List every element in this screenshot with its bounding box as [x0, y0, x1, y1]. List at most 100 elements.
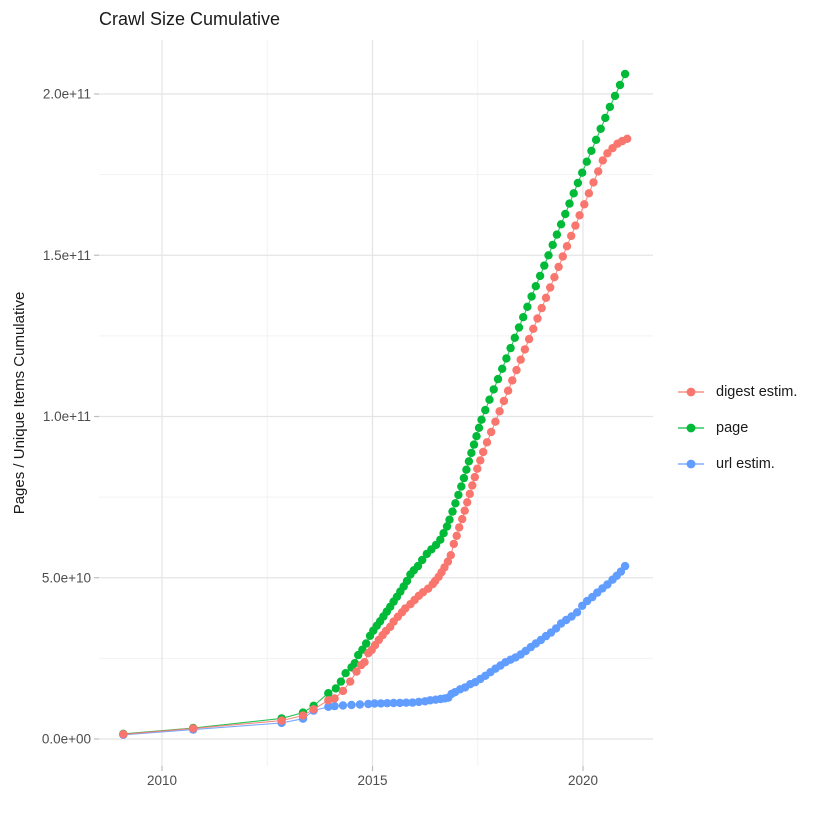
- legend-item-url: url estim.: [678, 456, 775, 472]
- data-point: [487, 427, 496, 437]
- data-point: [572, 608, 582, 617]
- data-point: [601, 113, 610, 123]
- data-point: [565, 199, 574, 208]
- data-point: [189, 724, 198, 733]
- data-point: [376, 699, 386, 708]
- data-point: [502, 354, 511, 363]
- data-point: [503, 386, 513, 395]
- data-point: [523, 302, 532, 311]
- data-point: [446, 551, 455, 560]
- legend-label-page: page: [716, 420, 748, 436]
- data-point: [341, 669, 350, 678]
- x-tick-label-2020: 2020: [568, 773, 598, 788]
- data-point: [554, 262, 563, 272]
- grid-minor-lines: [99, 40, 653, 766]
- data-point: [298, 711, 308, 720]
- data-point: [615, 80, 625, 90]
- data-point: [476, 456, 485, 465]
- data-point: [324, 689, 333, 698]
- data-point: [352, 667, 361, 676]
- data-point: [364, 699, 373, 709]
- data-point: [413, 561, 423, 571]
- data-point: [473, 464, 482, 473]
- data-point: [562, 242, 572, 251]
- data-point: [558, 252, 567, 261]
- data-point: [605, 102, 615, 112]
- legend-item-page: page: [678, 420, 748, 436]
- data-point: [520, 345, 530, 354]
- data-point: [623, 134, 632, 143]
- data-point: [596, 124, 605, 133]
- data-point: [467, 448, 476, 458]
- data-point: [495, 407, 504, 416]
- data-point: [603, 149, 612, 158]
- data-point: [499, 396, 509, 406]
- data-point: [338, 686, 348, 696]
- data-point: [591, 135, 601, 144]
- data-point: [481, 405, 490, 415]
- data-point: [594, 167, 603, 176]
- data-point: [573, 178, 583, 188]
- data-point: [519, 313, 528, 322]
- data-point: [485, 395, 494, 404]
- legend-key-dot-digest: [686, 387, 696, 397]
- data-point: [514, 323, 524, 332]
- data-point: [402, 698, 411, 707]
- data-point: [508, 376, 517, 385]
- data-point: [582, 157, 591, 166]
- data-point: [556, 220, 566, 229]
- legend-label-url: url estim.: [716, 456, 775, 472]
- y-axis-title: Pages / Unique Items Cumulative: [11, 292, 28, 515]
- data-point: [346, 677, 355, 686]
- data-point: [451, 499, 460, 508]
- data-point: [408, 698, 417, 707]
- data-point: [569, 189, 578, 198]
- data-point: [587, 146, 596, 155]
- data-point: [452, 531, 461, 540]
- data-point: [567, 231, 576, 241]
- legend-label-digest: digest estim.: [716, 384, 797, 400]
- data-point: [464, 457, 474, 466]
- data-point: [474, 423, 484, 432]
- data-point: [383, 699, 392, 708]
- data-point: [575, 211, 584, 220]
- series-line-page: [123, 73, 626, 735]
- data-point: [445, 515, 454, 524]
- data-point: [362, 639, 371, 648]
- data-point: [470, 472, 479, 482]
- data-point: [620, 561, 630, 571]
- data-series: [119, 69, 632, 739]
- data-point: [457, 482, 466, 491]
- data-point: [479, 447, 488, 457]
- data-point: [537, 303, 546, 313]
- y-tick-label-2: 1.0e+11: [43, 409, 91, 424]
- data-point: [482, 438, 492, 447]
- axis-tick-marks: [94, 93, 584, 771]
- data-point: [347, 700, 356, 710]
- data-point: [598, 156, 607, 165]
- data-point: [620, 69, 630, 79]
- data-point: [389, 698, 398, 708]
- data-point: [610, 91, 620, 101]
- data-point: [350, 659, 359, 668]
- data-point: [472, 432, 481, 441]
- y-tick-label-3: 1.5e+11: [43, 248, 91, 263]
- data-point: [443, 557, 453, 566]
- legend-key-dot-page: [686, 423, 696, 433]
- data-point: [516, 355, 525, 364]
- data-point: [463, 498, 472, 507]
- data-point: [436, 535, 445, 544]
- data-point: [338, 701, 348, 710]
- data-point: [541, 293, 551, 302]
- data-point: [462, 465, 471, 474]
- data-point: [544, 251, 553, 260]
- data-point: [477, 415, 486, 424]
- data-point: [580, 200, 589, 209]
- data-point: [324, 696, 333, 705]
- data-point: [455, 523, 464, 532]
- data-point: [578, 168, 587, 177]
- data-point: [309, 705, 318, 714]
- data-point: [571, 221, 580, 230]
- data-point: [529, 324, 538, 333]
